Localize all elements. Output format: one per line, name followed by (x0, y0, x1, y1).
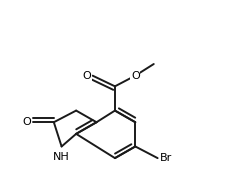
Text: Br: Br (159, 153, 171, 163)
Text: O: O (130, 71, 139, 81)
Text: NH: NH (53, 152, 70, 162)
Text: O: O (23, 117, 31, 127)
Text: O: O (82, 71, 91, 81)
